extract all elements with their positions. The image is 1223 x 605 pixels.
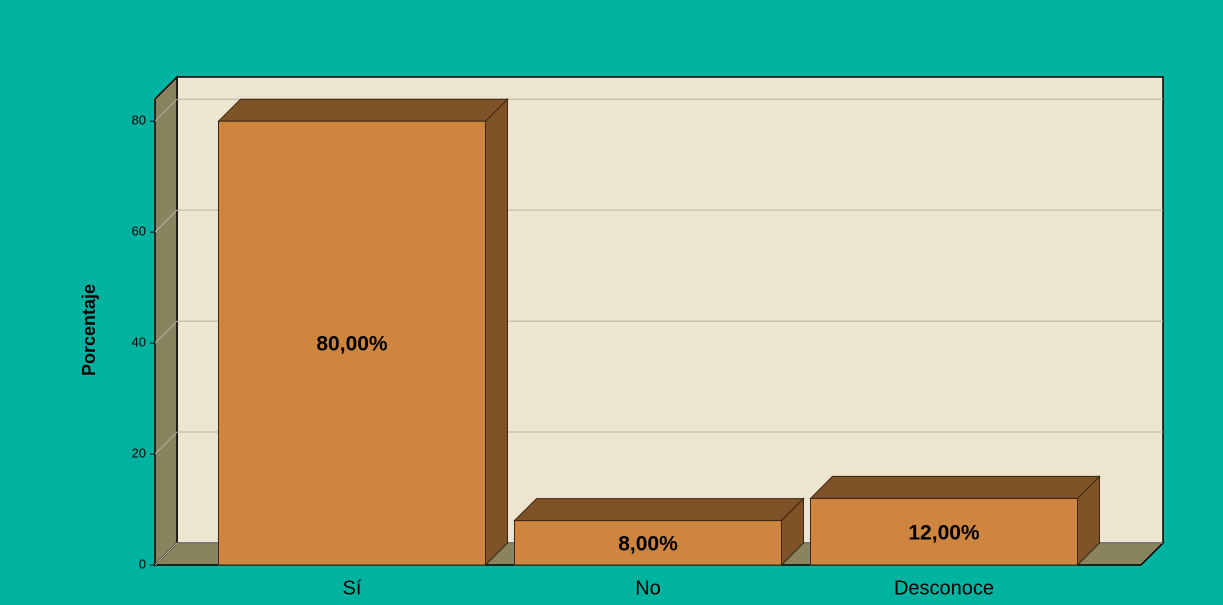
grid-line [154,542,178,566]
value-label: 80,00% [316,333,388,356]
grid-line [154,431,178,455]
value-label: 12,00% [908,521,980,544]
y-tick-label: 60 [132,224,146,239]
bar-front [514,520,782,566]
y-tick-label: 20 [132,445,146,460]
y-tick-label: 80 [132,113,146,128]
left-wall [154,75,178,567]
grid-line [154,98,178,122]
grid-line [154,209,178,233]
x-tick-label: Desconoce [894,577,994,599]
bar-top [217,98,509,122]
y-tick-label: 0 [139,556,146,571]
y-tick-label: 40 [132,335,146,350]
bar-top [809,475,1101,499]
bar-side [485,97,508,567]
bar-top [513,498,805,522]
bar [217,97,509,567]
x-tick-label: Sí [343,577,362,599]
y-axis-label: Porcentaje [79,284,99,376]
value-label: 8,00% [618,532,678,555]
bar-front [218,120,486,566]
x-tick-label: No [635,577,661,599]
bar-front [810,497,1078,566]
bar [513,497,805,567]
bar [809,475,1101,567]
grid-line [154,320,178,344]
